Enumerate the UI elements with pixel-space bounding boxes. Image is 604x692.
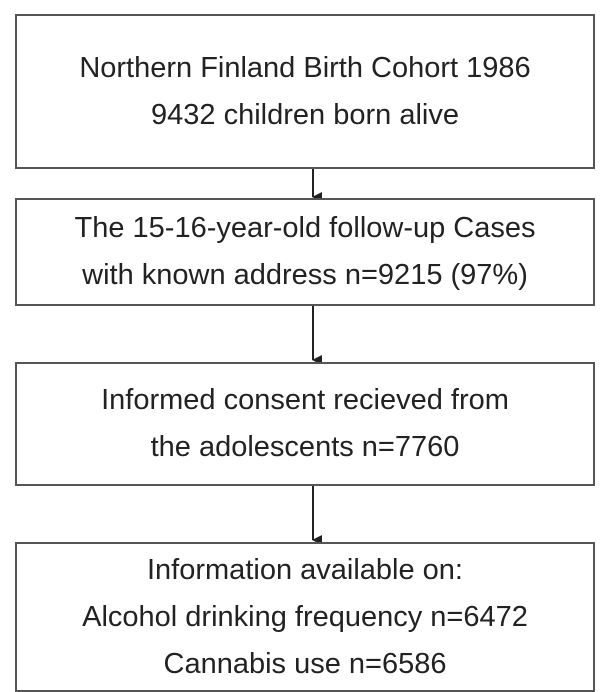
box-text: Alcohol drinking frequency n=6472 xyxy=(82,600,528,633)
box-text: Cannabis use n=6586 xyxy=(163,647,447,680)
flow-box: The 15-16-year-old follow-up Cases with k… xyxy=(15,198,595,306)
box-text: with known address n=9215 (97%) xyxy=(82,259,528,291)
flow-box: Informed consent recieved from the adoles… xyxy=(15,362,595,486)
box-text: 9432 children born alive xyxy=(151,98,459,131)
flow-box: Northern Finland Birth Cohort 1986 9432 c… xyxy=(15,14,595,169)
box-text: Northern Finland Birth Cohort 1986 xyxy=(79,51,531,84)
box-text: the adolescents n=7760 xyxy=(150,431,460,463)
box-text: Informed consent recieved from xyxy=(101,384,509,416)
flow-box: Information available on: Alcohol drinkin… xyxy=(15,542,595,692)
box-text: The 15-16-year-old follow-up Cases xyxy=(74,212,536,244)
box-text: Information available on: xyxy=(147,553,463,586)
